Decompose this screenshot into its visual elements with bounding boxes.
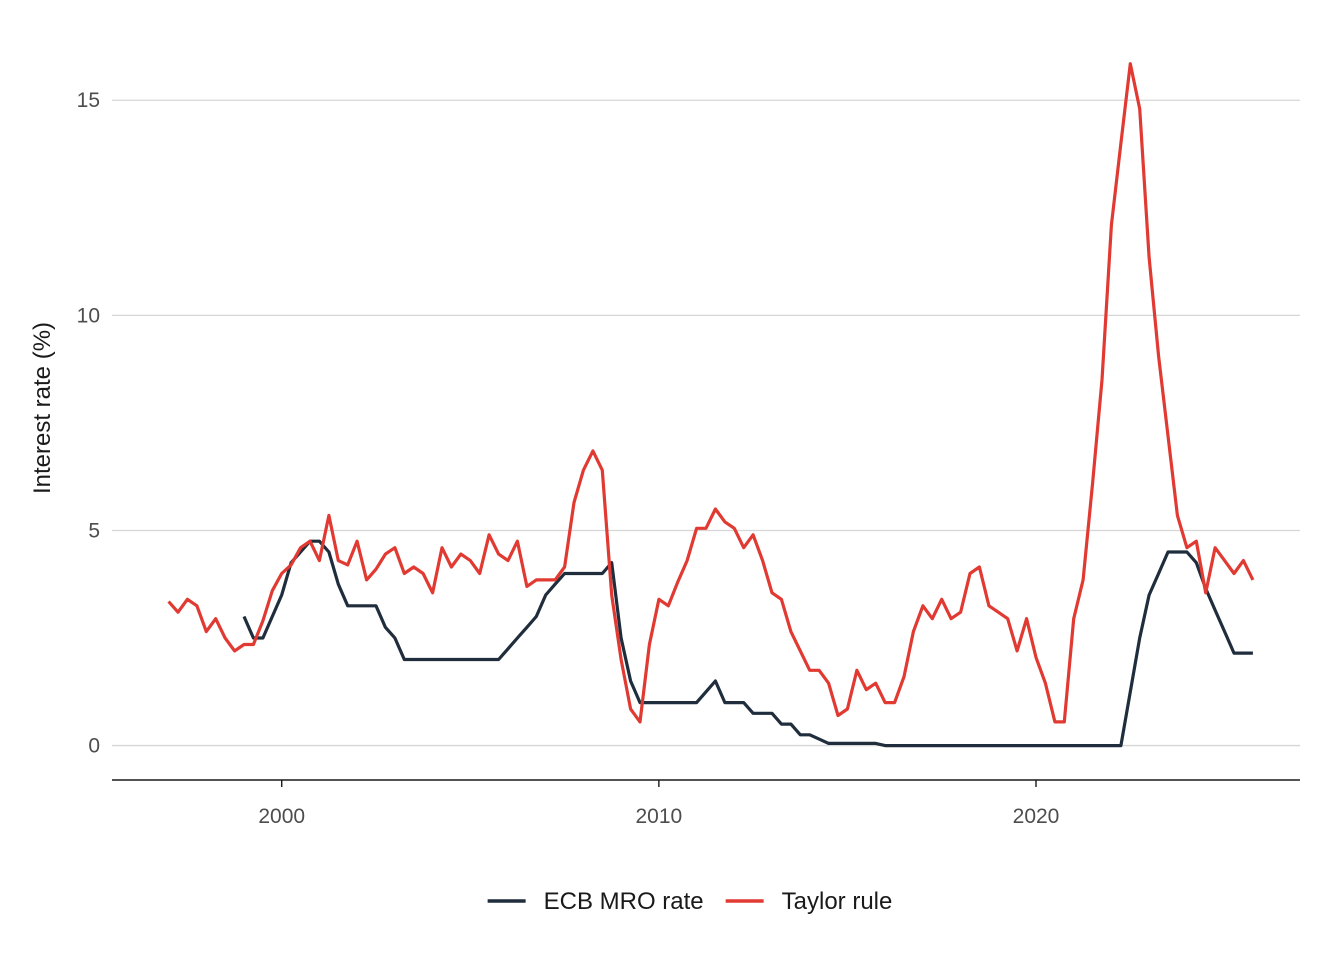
legend-label: ECB MRO rate xyxy=(544,888,704,915)
y-axis-title: Interest rate (%) xyxy=(29,322,56,494)
series-line-taylor-rule xyxy=(167,62,1255,724)
y-tick-label: 10 xyxy=(77,304,100,327)
legend-label: Taylor rule xyxy=(782,888,893,915)
x-axis-ticks: 2000 2010 2020 xyxy=(258,780,1059,828)
y-tick-label: 5 xyxy=(88,519,100,542)
legend: ECB MRO rate Taylor rule xyxy=(487,888,893,915)
series-lines xyxy=(167,62,1255,748)
y-tick-label: 0 xyxy=(88,735,100,758)
series-line-ecb-mro-rate xyxy=(242,539,1253,748)
y-axis-ticks: 0 5 10 15 xyxy=(77,89,100,757)
x-tick-label: 2020 xyxy=(1013,805,1060,828)
gridlines xyxy=(112,99,1300,747)
y-tick-label: 15 xyxy=(77,89,100,112)
x-tick-label: 2000 xyxy=(258,805,305,828)
x-tick-label: 2010 xyxy=(635,805,682,828)
